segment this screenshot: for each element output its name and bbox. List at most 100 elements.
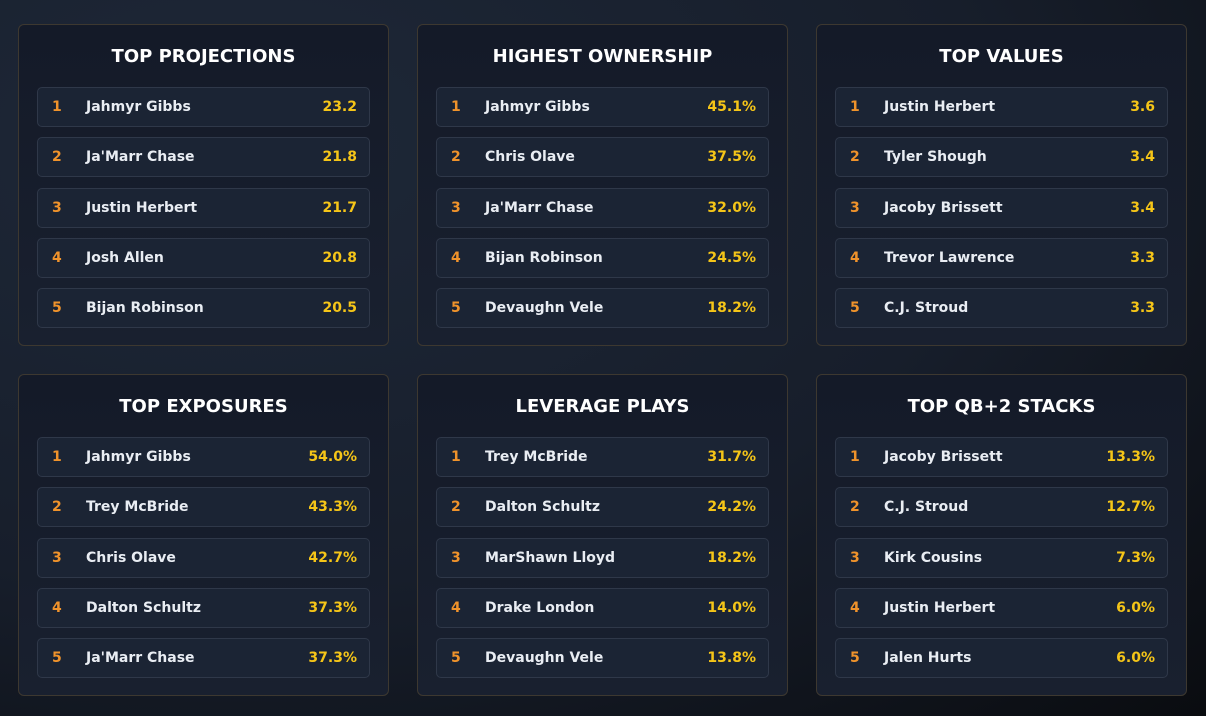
player-row: 4 Dalton Schultz 37.3% xyxy=(37,587,370,628)
player-row: 5 Jalen Hurts 6.0% xyxy=(835,638,1168,679)
rank: 2 xyxy=(451,499,461,516)
player-row: 3 Kirk Cousins 7.3% xyxy=(835,537,1168,578)
rank: 4 xyxy=(850,599,860,616)
rank: 3 xyxy=(451,549,461,566)
player-name: Justin Herbert xyxy=(884,599,996,616)
stat-value: 3.3 xyxy=(1130,300,1155,317)
player-row: 3 Jacoby Brissett 3.4 xyxy=(835,187,1168,228)
player-row: 3 Ja'Marr Chase 32.0% xyxy=(436,187,769,228)
player-name: Drake London xyxy=(485,599,595,616)
player-row: 5 Devaughn Vele 13.8% xyxy=(436,638,769,679)
stat-value: 37.5% xyxy=(707,149,756,166)
player-name: Jacoby Brissett xyxy=(884,449,1003,465)
player-row: 3 Justin Herbert 21.7 xyxy=(37,187,370,228)
player-row: 4 Drake London 14.0% xyxy=(436,587,769,628)
player-name: Chris Olave xyxy=(485,149,575,166)
player-name: Ja'Marr Chase xyxy=(86,149,195,166)
rank: 3 xyxy=(850,549,860,566)
player-row: 2 Ja'Marr Chase 21.8 xyxy=(37,137,370,178)
stat-value: 20.8 xyxy=(322,249,357,266)
player-name: Devaughn Vele xyxy=(485,650,604,667)
rank: 5 xyxy=(52,650,62,667)
rank: 3 xyxy=(52,549,62,566)
player-row: 5 Bijan Robinson 20.5 xyxy=(37,288,370,329)
player-name: Jahmyr Gibbs xyxy=(485,99,590,115)
panel-title: TOP PROJECTIONS xyxy=(111,46,296,67)
rank: 2 xyxy=(52,149,62,166)
rank: 1 xyxy=(850,99,860,115)
stat-value: 3.4 xyxy=(1130,199,1155,216)
stat-value: 18.2% xyxy=(707,549,756,566)
player-row: 1 Jahmyr Gibbs 23.2 xyxy=(37,87,370,127)
player-name: Tyler Shough xyxy=(884,149,987,166)
rank: 1 xyxy=(451,99,461,115)
rank: 5 xyxy=(52,300,62,317)
stat-value: 6.0% xyxy=(1116,650,1155,667)
rank: 2 xyxy=(52,499,62,516)
player-row: 3 Chris Olave 42.7% xyxy=(37,537,370,578)
player-row: 4 Justin Herbert 6.0% xyxy=(835,587,1168,628)
stat-panel: TOP EXPOSURES 1 Jahmyr Gibbs 54.0% 2 Trey McB… xyxy=(18,374,389,696)
player-name: Justin Herbert xyxy=(86,199,198,216)
stat-value: 12.7% xyxy=(1106,499,1155,516)
panel-title: TOP EXPOSURES xyxy=(119,396,288,417)
player-name: Jahmyr Gibbs xyxy=(86,99,191,115)
rank: 4 xyxy=(451,599,461,616)
player-row: 3 MarShawn Lloyd 18.2% xyxy=(436,537,769,578)
rank: 3 xyxy=(52,199,62,216)
panel-title: LEVERAGE PLAYS xyxy=(515,396,690,417)
rank: 5 xyxy=(850,650,860,667)
player-row: 2 C.J. Stroud 12.7% xyxy=(835,487,1168,528)
stat-value: 14.0% xyxy=(707,599,756,616)
player-row: 1 Jacoby Brissett 13.3% xyxy=(835,437,1168,477)
rank: 2 xyxy=(451,149,461,166)
rank: 2 xyxy=(850,149,860,166)
panel-title: HIGHEST OWNERSHIP xyxy=(492,46,713,67)
player-name: Trey McBride xyxy=(485,449,588,465)
stat-panel: HIGHEST OWNERSHIP 1 Jahmyr Gibbs 45.1% 2 Chri… xyxy=(417,24,788,346)
rank: 1 xyxy=(52,99,62,115)
player-name: Justin Herbert xyxy=(884,99,996,115)
player-name: Ja'Marr Chase xyxy=(86,650,195,667)
rank: 5 xyxy=(850,300,860,317)
stat-value: 37.3% xyxy=(308,650,357,667)
player-name: C.J. Stroud xyxy=(884,300,969,317)
player-row: 2 Dalton Schultz 24.2% xyxy=(436,487,769,528)
player-name: Devaughn Vele xyxy=(485,300,604,317)
stat-value: 6.0% xyxy=(1116,599,1155,616)
stat-value: 43.3% xyxy=(308,499,357,516)
panel-title: TOP QB+2 STACKS xyxy=(907,396,1096,417)
rank: 5 xyxy=(451,300,461,317)
player-row: 1 Jahmyr Gibbs 54.0% xyxy=(37,437,370,477)
player-name: Bijan Robinson xyxy=(485,249,603,266)
rank: 3 xyxy=(451,199,461,216)
player-row: 1 Trey McBride 31.7% xyxy=(436,437,769,477)
player-name: Jahmyr Gibbs xyxy=(86,449,191,465)
stat-value: 24.5% xyxy=(707,249,756,266)
rank: 3 xyxy=(850,199,860,216)
player-name: C.J. Stroud xyxy=(884,499,969,516)
rank: 5 xyxy=(451,650,461,667)
stat-value: 3.6 xyxy=(1130,99,1155,115)
stat-value: 21.8 xyxy=(322,149,357,166)
stat-value: 23.2 xyxy=(322,99,357,115)
player-name: Jacoby Brissett xyxy=(884,199,1003,216)
stat-value: 13.8% xyxy=(707,650,756,667)
player-row: 2 Trey McBride 43.3% xyxy=(37,487,370,528)
player-row: 5 Ja'Marr Chase 37.3% xyxy=(37,638,370,679)
player-name: Dalton Schultz xyxy=(485,499,600,516)
stat-value: 45.1% xyxy=(707,99,756,115)
player-name: Bijan Robinson xyxy=(86,300,204,317)
player-row: 4 Bijan Robinson 24.5% xyxy=(436,237,769,278)
stat-value: 18.2% xyxy=(707,300,756,317)
player-name: Jalen Hurts xyxy=(884,650,972,667)
stat-panel: TOP VALUES 1 Justin Herbert 3.6 2 Tyler Shoug… xyxy=(816,24,1187,346)
stat-value: 13.3% xyxy=(1106,449,1155,465)
player-row: 1 Justin Herbert 3.6 xyxy=(835,87,1168,127)
player-name: Dalton Schultz xyxy=(86,599,201,616)
player-name: Kirk Cousins xyxy=(884,549,983,566)
player-name: Chris Olave xyxy=(86,549,176,566)
stat-value: 3.3 xyxy=(1130,249,1155,266)
player-row: 1 Jahmyr Gibbs 45.1% xyxy=(436,87,769,127)
